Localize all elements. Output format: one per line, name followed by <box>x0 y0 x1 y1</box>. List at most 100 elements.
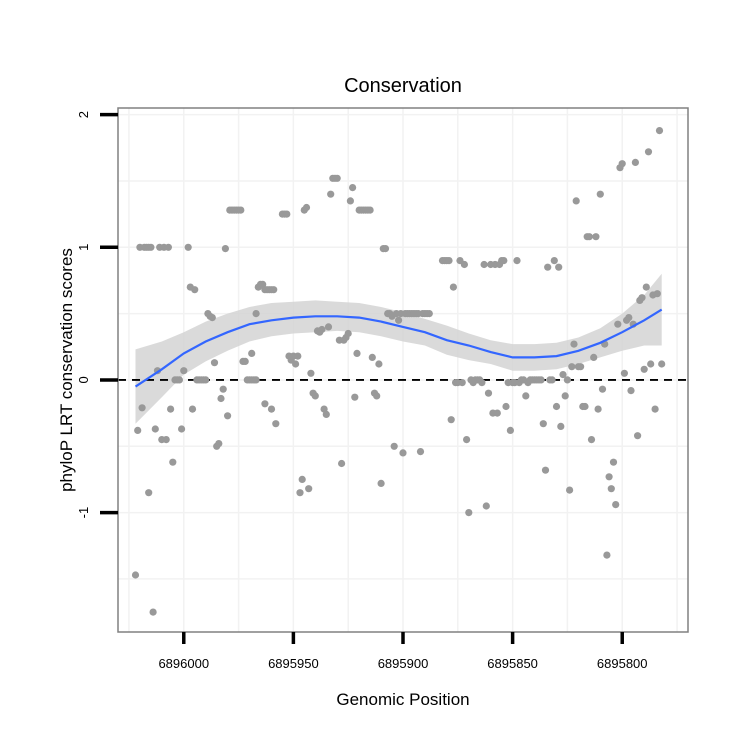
data-point <box>555 263 563 271</box>
confidence-band <box>135 273 662 424</box>
data-point <box>221 245 229 253</box>
data-point <box>609 458 618 466</box>
data-point <box>210 359 219 367</box>
data-point <box>351 393 359 401</box>
data-point <box>640 365 648 373</box>
data-point <box>349 184 357 192</box>
data-point <box>502 402 510 411</box>
data-point <box>180 367 188 375</box>
data-point <box>598 385 607 393</box>
data-point <box>552 402 561 411</box>
data-point <box>425 310 433 318</box>
data-point <box>594 405 602 413</box>
data-point <box>548 376 556 384</box>
smooth-line <box>134 308 663 388</box>
data-point <box>178 425 186 433</box>
data-point <box>607 485 615 493</box>
data-point <box>570 340 578 348</box>
data-point <box>344 329 352 338</box>
data-point <box>513 257 521 265</box>
data-point <box>655 127 664 135</box>
data-point <box>311 392 319 400</box>
data-point <box>267 405 276 413</box>
data-point <box>138 404 146 412</box>
data-point <box>191 286 199 294</box>
data-point <box>167 405 175 413</box>
data-point <box>563 376 572 384</box>
data-point <box>366 206 374 214</box>
data-point <box>381 245 390 253</box>
data-point <box>614 320 622 328</box>
data-point <box>296 489 304 497</box>
data-point <box>478 379 486 387</box>
data-point <box>577 363 585 371</box>
y-tick-label: -1 <box>76 507 91 519</box>
data-point <box>338 459 346 468</box>
data-point <box>184 243 192 251</box>
x-tick-label: 6895850 <box>487 656 538 671</box>
data-point <box>631 158 640 166</box>
data-point <box>307 369 315 377</box>
smooth-line-layer <box>134 308 663 388</box>
data-point <box>651 405 659 413</box>
data-point <box>202 376 210 384</box>
data-point <box>484 389 493 397</box>
data-point <box>447 416 455 424</box>
data-point <box>500 257 508 265</box>
data-point <box>541 466 550 474</box>
data-point <box>642 283 650 291</box>
y-tick-label: 1 <box>76 244 91 251</box>
data-point <box>550 257 558 265</box>
data-point <box>149 608 157 616</box>
x-tick-label: 6895800 <box>597 656 648 671</box>
data-point <box>188 405 197 413</box>
data-point <box>647 360 655 368</box>
data-point <box>147 243 155 251</box>
data-point <box>305 485 313 493</box>
data-point <box>377 479 385 487</box>
data-point <box>261 400 269 408</box>
data-point <box>658 360 666 368</box>
data-point <box>219 385 227 393</box>
data-point <box>318 325 326 334</box>
data-point <box>270 286 278 294</box>
data-point <box>368 353 376 361</box>
confidence-band-layer <box>135 273 662 424</box>
data-point <box>544 263 552 271</box>
data-point <box>169 458 177 466</box>
data-point <box>151 425 159 433</box>
data-point <box>585 233 593 241</box>
data-point <box>134 426 142 434</box>
data-point <box>596 190 604 198</box>
data-point <box>603 551 611 559</box>
data-point <box>302 203 311 212</box>
data-point <box>241 357 249 365</box>
data-point <box>145 489 153 497</box>
y-tick-label: 0 <box>76 376 91 383</box>
x-tick-label: 6895950 <box>268 656 319 671</box>
x-tick-label: 6896000 <box>158 656 209 671</box>
data-point <box>537 376 545 384</box>
data-point <box>224 412 232 420</box>
data-point <box>557 422 565 430</box>
data-point <box>627 387 635 395</box>
data-point <box>390 442 398 450</box>
data-point <box>506 426 514 434</box>
data-point <box>131 571 140 579</box>
data-point <box>445 257 453 265</box>
data-point <box>395 316 403 324</box>
data-point <box>493 409 501 417</box>
data-point <box>480 260 488 269</box>
data-point <box>322 410 330 418</box>
data-point <box>175 376 183 384</box>
data-point <box>346 197 354 205</box>
x-axis-label: Genomic Position <box>336 690 469 709</box>
data-points <box>131 127 666 616</box>
data-point <box>581 402 589 411</box>
data-point <box>375 360 383 368</box>
data-point <box>592 233 600 241</box>
data-point <box>217 394 225 403</box>
data-point <box>248 349 256 357</box>
data-point <box>164 243 172 251</box>
